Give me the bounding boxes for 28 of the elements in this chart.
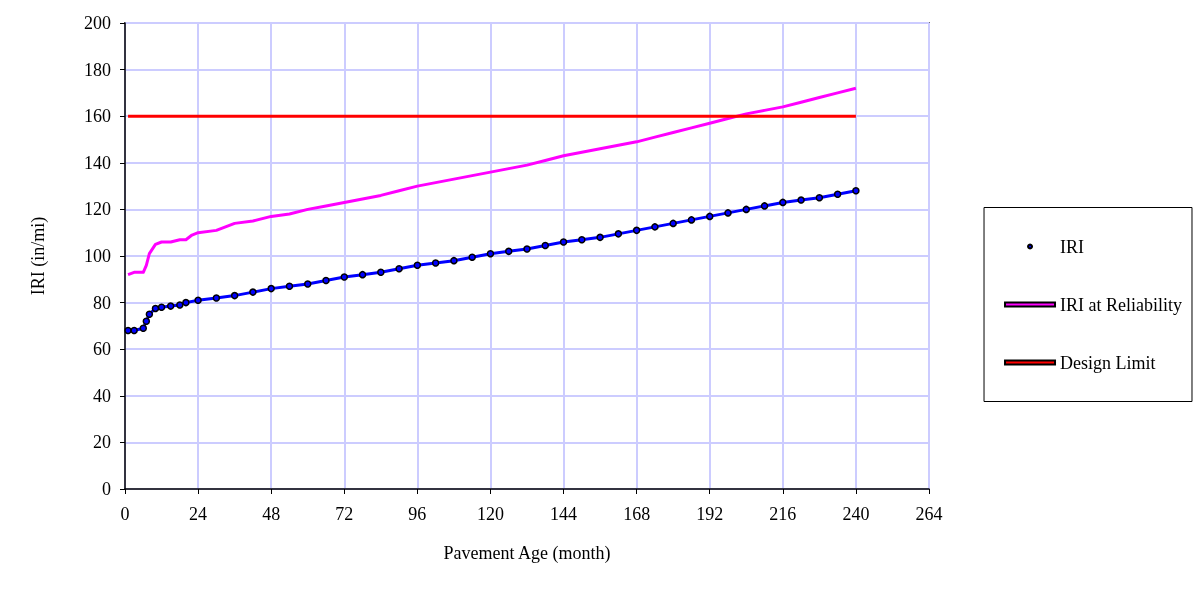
y-tick-label: 80 [93, 292, 111, 313]
y-tick-label: 40 [93, 385, 111, 406]
x-tick-label: 96 [408, 504, 427, 524]
y-tick-label: 160 [84, 106, 111, 127]
y-tick-label: 100 [84, 246, 111, 266]
x-tick-label: 144 [550, 504, 578, 524]
x-tick-label: 0 [120, 504, 130, 524]
x-tick-label: 216 [769, 504, 797, 524]
y-axis-title: IRI (in/mi) [28, 216, 49, 296]
x-tick-label: 24 [189, 504, 208, 524]
x-tick-label: 240 [842, 504, 870, 524]
y-tick-label: 120 [84, 199, 111, 220]
y-tick-label: 140 [84, 152, 111, 173]
x-axis-title: Pavement Age (month) [443, 543, 611, 564]
x-tick-label: 192 [696, 504, 724, 524]
legend-label: IRI at Reliability [1060, 294, 1183, 315]
x-tick-label: 72 [335, 504, 354, 524]
legend-label: Design Limit [1060, 352, 1156, 373]
x-tick-label: 48 [262, 504, 281, 524]
x-tick-label: 120 [476, 504, 504, 524]
y-tick-label: 180 [84, 59, 111, 80]
y-tick-label: 60 [93, 339, 111, 360]
x-tick-label: 168 [623, 504, 651, 524]
x-tick-label: 264 [915, 504, 943, 524]
y-tick-label: 200 [84, 13, 111, 33]
y-tick-label: 20 [93, 432, 111, 453]
y-tick-label: 0 [102, 479, 111, 499]
legend-label: IRI [1060, 236, 1085, 257]
